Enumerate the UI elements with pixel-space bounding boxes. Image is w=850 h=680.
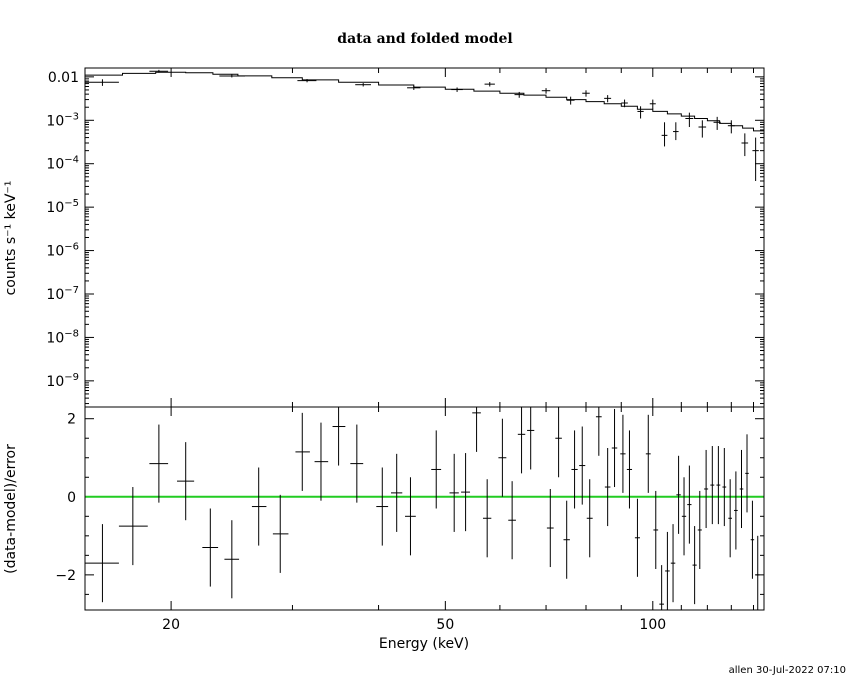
y-tick-label: 0.01 <box>48 70 79 86</box>
x-tick-label: 50 <box>436 617 454 633</box>
y-tick-label: 2 <box>67 412 76 428</box>
x-axis-label: Energy (keV) <box>379 636 469 652</box>
y-tick-label: 10−5 <box>46 198 79 216</box>
x-tick-label: 100 <box>639 617 666 633</box>
footer-stamp: allen 30-Jul-2022 07:10 <box>729 665 846 676</box>
top-plot-frame <box>84 67 765 408</box>
y-tick-label: 10−9 <box>46 372 79 390</box>
top-axes-layer: 0.01 10−3 10−4 10−5 10−6 10−7 10−8 10−9 <box>46 68 764 407</box>
residual-points-layer <box>85 407 764 610</box>
top-panel: 0.01 10−3 10−4 10−5 10−6 10−7 10−8 10−9 <box>46 67 765 408</box>
y-tick-label: 10−7 <box>46 285 79 303</box>
model-layer <box>85 71 764 132</box>
x-tick-label: 20 <box>162 617 180 633</box>
bottom-plot-frame <box>84 406 765 611</box>
data-points-layer <box>85 69 759 181</box>
y-tick-label: 10−6 <box>46 242 79 260</box>
bottom-y-axis-label: (data-model)/error <box>3 444 19 574</box>
y-tick-label: 10−3 <box>46 111 79 129</box>
top-y-axis-label: counts s⁻¹ keV⁻¹ <box>3 181 19 296</box>
model-curve <box>85 71 764 132</box>
y-tick-label: 10−8 <box>46 328 79 346</box>
y-tick-label: 10−4 <box>46 155 79 173</box>
chart-title: data and folded model <box>337 31 512 47</box>
y-tick-label: −2 <box>55 568 76 584</box>
y-tick-label: 0 <box>67 490 76 506</box>
